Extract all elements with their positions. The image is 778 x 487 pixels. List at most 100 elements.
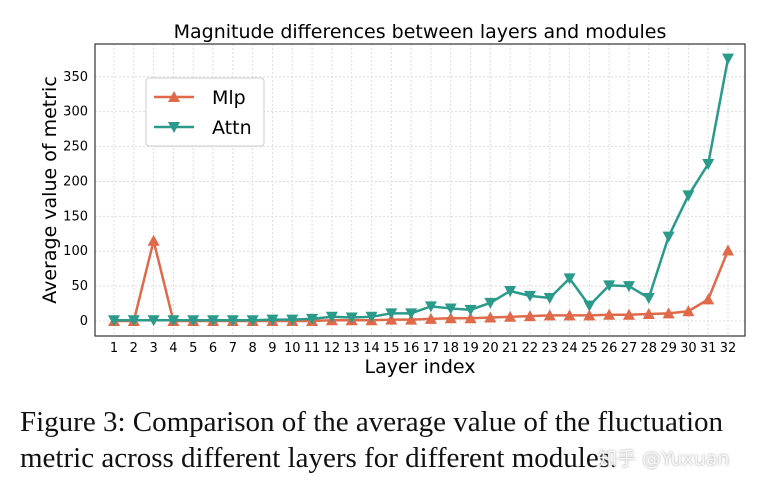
data-point-attn	[365, 311, 378, 323]
data-point-attn	[147, 315, 160, 327]
x-tick-label: 2	[130, 341, 138, 356]
figure-caption: Figure 3: Comparison of the average valu…	[20, 406, 724, 474]
data-point-attn	[563, 273, 576, 285]
data-point-attn	[187, 315, 200, 327]
data-point-mlp	[543, 309, 556, 321]
x-tick-label: 23	[541, 341, 558, 356]
data-point-mlp	[642, 308, 655, 320]
legend-marker-attn	[168, 122, 180, 133]
y-axis-label: Average value of metric	[39, 76, 61, 304]
x-tick-label: 19	[462, 341, 479, 356]
data-point-attn	[385, 308, 398, 320]
data-point-attn	[662, 231, 675, 243]
x-tick-label: 1	[110, 341, 118, 356]
x-tick-label: 30	[680, 341, 697, 356]
data-point-attn	[444, 303, 457, 315]
y-tick-label: 250	[63, 140, 88, 155]
x-tick-label: 7	[229, 341, 237, 356]
grid	[95, 44, 745, 336]
legend-label-attn: Attn	[212, 117, 252, 139]
data-point-mlp	[523, 310, 536, 322]
x-tick-label: 13	[343, 341, 360, 356]
data-point-attn	[523, 290, 536, 302]
x-tick-label: 25	[581, 341, 598, 356]
legend: Mlp Attn	[145, 77, 265, 147]
x-tick-label: 12	[324, 341, 341, 356]
data-point-attn	[603, 280, 616, 292]
x-tick-label: 10	[284, 341, 301, 356]
x-tick-label: 26	[601, 341, 618, 356]
data-point-mlp	[682, 305, 695, 317]
data-point-attn	[424, 301, 437, 313]
x-tick-label: 11	[304, 341, 321, 356]
x-tick-label: 28	[641, 341, 658, 356]
x-tick-label: 5	[189, 341, 197, 356]
x-tick-label: 20	[482, 341, 499, 356]
y-tick-label: 0	[80, 314, 88, 329]
data-point-attn	[682, 190, 695, 202]
x-tick-label: 15	[383, 341, 400, 356]
legend-marker-mlp	[168, 91, 180, 102]
x-tick-label: 27	[621, 341, 638, 356]
x-tick-label: 6	[209, 341, 217, 356]
y-tick-label: 300	[63, 105, 88, 120]
x-tick-label: 29	[660, 341, 677, 356]
data-point-mlp	[722, 244, 734, 256]
y-tick-label: 100	[63, 244, 88, 259]
data-point-attn	[583, 300, 596, 312]
x-tick-label: 17	[423, 341, 440, 356]
x-tick-label: 3	[149, 341, 157, 356]
line-chart: Magnitude differences between layers and…	[39, 21, 746, 378]
data-point-mlp	[484, 311, 497, 323]
data-point-mlp	[603, 308, 616, 320]
data-point-mlp	[563, 309, 576, 321]
data-point-attn	[622, 281, 635, 293]
y-tick-label: 350	[63, 70, 88, 85]
data-point-attn	[306, 313, 319, 325]
data-point-attn	[722, 53, 734, 65]
data-point-mlp	[147, 234, 160, 246]
ticks: 1 2 3 4 5 6 7 8 9 10 11 12 13 14 15 16 17 18 19 20 21 22 23 24 2…	[63, 70, 736, 356]
x-tick-label: 16	[403, 341, 420, 356]
x-tick-label: 8	[249, 341, 257, 356]
x-tick-label: 9	[268, 341, 276, 356]
series	[108, 53, 734, 327]
data-point-mlp	[444, 312, 457, 324]
data-point-attn	[642, 292, 655, 304]
x-tick-label: 18	[442, 341, 459, 356]
data-point-mlp	[622, 308, 635, 320]
y-tick-label: 50	[71, 279, 88, 294]
y-tick-label: 200	[63, 174, 88, 189]
data-point-attn	[207, 315, 220, 327]
data-point-mlp	[662, 307, 675, 319]
data-point-attn	[167, 315, 180, 327]
plot-frame	[94, 43, 746, 337]
x-axis-label: Layer index	[365, 356, 476, 378]
x-tick-label: 24	[561, 341, 578, 356]
data-point-attn	[127, 315, 140, 327]
data-point-attn	[543, 292, 556, 304]
data-point-attn	[345, 312, 358, 324]
data-point-attn	[266, 314, 279, 326]
data-point-mlp	[504, 310, 517, 322]
data-point-attn	[702, 159, 715, 171]
legend-label-mlp: Mlp	[212, 87, 246, 109]
data-point-attn	[108, 315, 120, 327]
data-point-attn	[464, 304, 477, 316]
data-point-mlp	[583, 309, 596, 321]
data-point-mlp	[424, 312, 437, 324]
x-tick-label: 22	[522, 341, 539, 356]
y-tick-label: 150	[63, 209, 88, 224]
data-point-attn	[226, 315, 239, 327]
data-point-mlp	[702, 293, 715, 305]
x-tick-label: 32	[720, 341, 737, 356]
watermark: 知乎 @Yuxuan	[598, 448, 730, 470]
data-point-attn	[246, 315, 259, 327]
x-tick-label: 4	[169, 341, 177, 356]
x-tick-label: 14	[363, 341, 380, 356]
data-point-attn	[504, 285, 517, 297]
x-tick-label: 21	[502, 341, 519, 356]
data-point-mlp	[464, 312, 477, 324]
data-point-attn	[405, 308, 418, 320]
data-point-attn	[325, 311, 338, 323]
